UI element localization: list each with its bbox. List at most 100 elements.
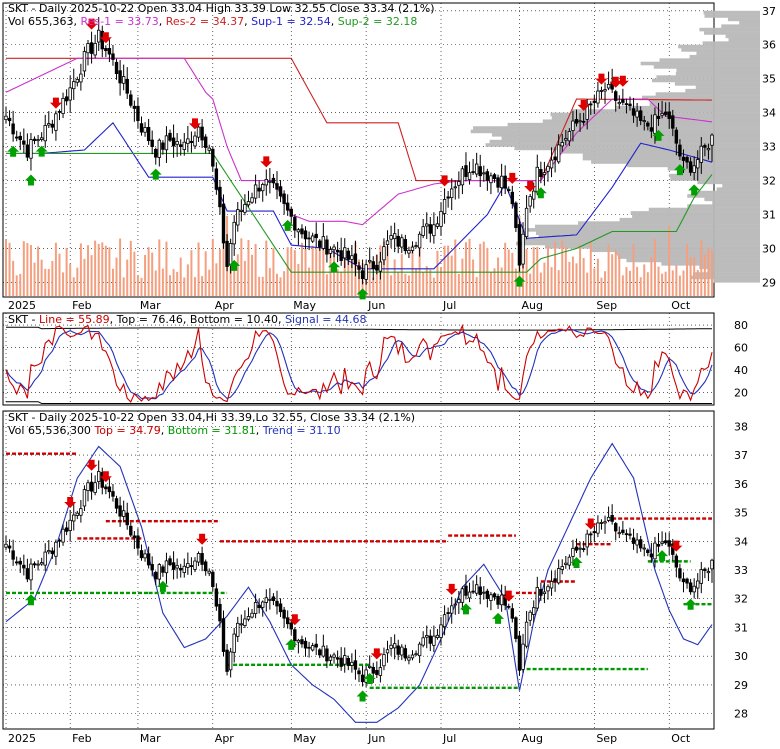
volume-bar <box>500 267 503 296</box>
profile-bar <box>640 61 760 66</box>
candle-body <box>11 123 15 135</box>
profile-bar <box>676 68 760 73</box>
candle-body <box>453 186 457 189</box>
candle-body <box>211 571 215 587</box>
candle-body <box>193 560 197 570</box>
candle-body <box>474 584 479 594</box>
volume-bar <box>546 246 549 296</box>
sell-arrow-icon <box>370 648 383 660</box>
profile-bar <box>507 122 760 127</box>
volume-bar <box>293 250 296 296</box>
volume-bar <box>183 277 186 296</box>
candle-body <box>553 578 557 582</box>
candle-body <box>346 250 351 260</box>
buy-arrow-icon <box>328 261 341 273</box>
candle-body <box>343 655 347 665</box>
candle-body <box>296 229 301 233</box>
candle-body <box>18 135 22 141</box>
candle-body <box>179 144 183 147</box>
candle-body <box>4 115 8 121</box>
volume-bar <box>621 275 624 296</box>
candle-body <box>428 635 433 644</box>
volume-bar <box>69 264 72 296</box>
candle-body <box>289 622 293 630</box>
volume-bar <box>26 243 29 296</box>
candle-body <box>549 159 554 169</box>
volume-bar <box>300 242 303 296</box>
candle-body <box>139 123 144 133</box>
volume-bar <box>322 239 325 296</box>
volume-bar <box>243 260 246 296</box>
volume-bar <box>29 245 32 296</box>
panel-1-x-ticks: 2025 Feb Mar Apr May Jun Jul Aug Sep Oct <box>8 299 691 312</box>
candle-body <box>446 612 450 615</box>
candle-body <box>353 660 358 670</box>
candle-body <box>439 211 443 227</box>
candle-body <box>318 240 322 248</box>
volume-bar <box>614 249 617 296</box>
panel-1-sup1-label: Sup-1 = 32.54 <box>251 15 331 28</box>
candle-body <box>161 142 165 150</box>
candle-body <box>239 209 244 212</box>
profile-bar <box>728 37 760 42</box>
candle-body <box>107 48 112 55</box>
profile-bar <box>667 166 760 171</box>
profile-bar <box>712 200 760 205</box>
volume-bar <box>254 244 257 296</box>
candle-body <box>510 191 515 205</box>
candle-body <box>61 98 65 114</box>
candle-body <box>196 553 201 563</box>
panel-1-x-tick-label: Feb <box>72 299 91 312</box>
candle-body <box>143 553 147 559</box>
panel-1-x-tick-label: Jul <box>442 299 456 312</box>
candle-body <box>617 102 621 105</box>
panel-3-y-tick-label: 37 <box>734 449 748 462</box>
volume-bar <box>58 253 61 296</box>
candle-body <box>325 648 329 662</box>
candle-body <box>360 270 365 279</box>
candle-body <box>350 661 354 666</box>
volume-bar <box>158 239 161 296</box>
candle-body <box>339 250 343 261</box>
candle-body <box>692 165 696 173</box>
candle-body <box>681 156 686 161</box>
candle-body <box>207 570 211 574</box>
panel-1-header-line-2: Vol 655,363, Res-1 = 33.73, Res-2 = 34.3… <box>8 15 417 28</box>
volume-bar <box>404 273 407 296</box>
profile-bar <box>617 255 760 259</box>
candle-body <box>225 649 229 672</box>
volume-bar <box>79 243 82 296</box>
profile-bar <box>632 214 760 219</box>
candle-body <box>11 550 15 560</box>
candle-body <box>621 529 625 534</box>
panel-3-y-tick-label: 31 <box>734 621 748 634</box>
volume-bar <box>422 271 425 296</box>
candle-body <box>574 546 579 551</box>
candle-body <box>663 111 668 115</box>
volume-bar <box>115 257 118 296</box>
candle-body <box>425 223 429 227</box>
volume-bar <box>147 247 150 296</box>
buy-arrow-icon <box>24 594 37 606</box>
candle-body <box>218 603 222 622</box>
profile-bar <box>535 224 760 229</box>
volume-bar <box>468 238 471 296</box>
candle-body <box>482 172 486 175</box>
candle-body <box>410 654 415 659</box>
candle-body <box>581 548 586 551</box>
candle-body <box>603 89 607 92</box>
candle-body <box>400 646 404 656</box>
candle-body <box>22 140 26 145</box>
candle-body <box>603 521 607 524</box>
candle-body <box>7 117 12 122</box>
candle-body <box>539 588 543 596</box>
candle-body <box>599 522 604 524</box>
candle-body <box>114 61 119 74</box>
profile-bar <box>659 58 760 62</box>
sell-arrow-icon <box>438 175 451 187</box>
candle-body <box>421 226 425 236</box>
profile-bar <box>591 160 760 164</box>
volume-bar <box>607 244 610 296</box>
candle-body <box>253 184 258 199</box>
candle-body <box>285 202 290 211</box>
